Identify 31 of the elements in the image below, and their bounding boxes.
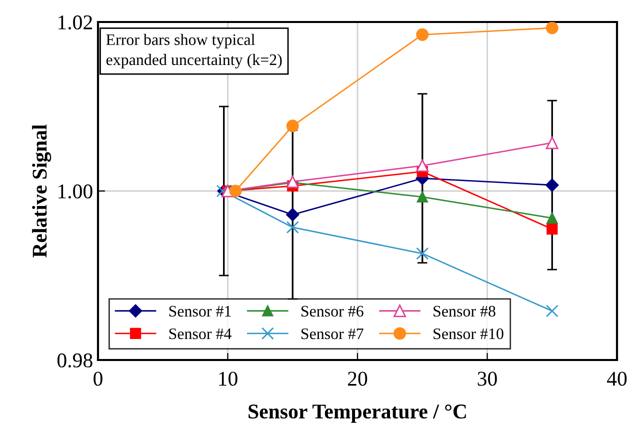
x-axis-title: Sensor Temperature / °C <box>248 404 466 423</box>
point <box>546 178 559 192</box>
legend-label: Sensor #10 <box>434 328 504 340</box>
x-tick-label: 30 <box>478 372 497 386</box>
legend-label: Sensor #4 <box>169 328 232 340</box>
point <box>416 159 429 172</box>
x-tick-label: 10 <box>219 372 238 386</box>
x-tick-label: 0 <box>94 372 102 386</box>
annotation: Error bars show typical expanded uncertainty (k=2) <box>106 34 282 68</box>
legend-label: Sensor #6 <box>301 306 364 317</box>
point <box>546 212 558 224</box>
y-axis-title: Relative Signal <box>32 124 52 258</box>
x-tick-label: 40 <box>606 372 627 386</box>
point <box>546 22 558 34</box>
point <box>416 247 429 260</box>
x-tick-label: 20 <box>348 372 368 386</box>
point <box>416 28 429 41</box>
legend-label: Sensor #8 <box>434 306 496 317</box>
point <box>416 191 428 202</box>
point <box>286 208 300 222</box>
point <box>286 221 299 234</box>
y-tick-label: 0.98 <box>57 353 92 368</box>
y-tick-label: 1.00 <box>58 184 92 199</box>
point <box>546 136 558 150</box>
legend-label: Sensor #1 <box>169 306 231 317</box>
point <box>286 120 299 132</box>
y-tick-label: 1.02 <box>58 15 92 30</box>
point <box>546 304 558 318</box>
point <box>546 223 558 235</box>
point <box>229 184 242 198</box>
legend-label: Sensor #7 <box>301 328 364 340</box>
